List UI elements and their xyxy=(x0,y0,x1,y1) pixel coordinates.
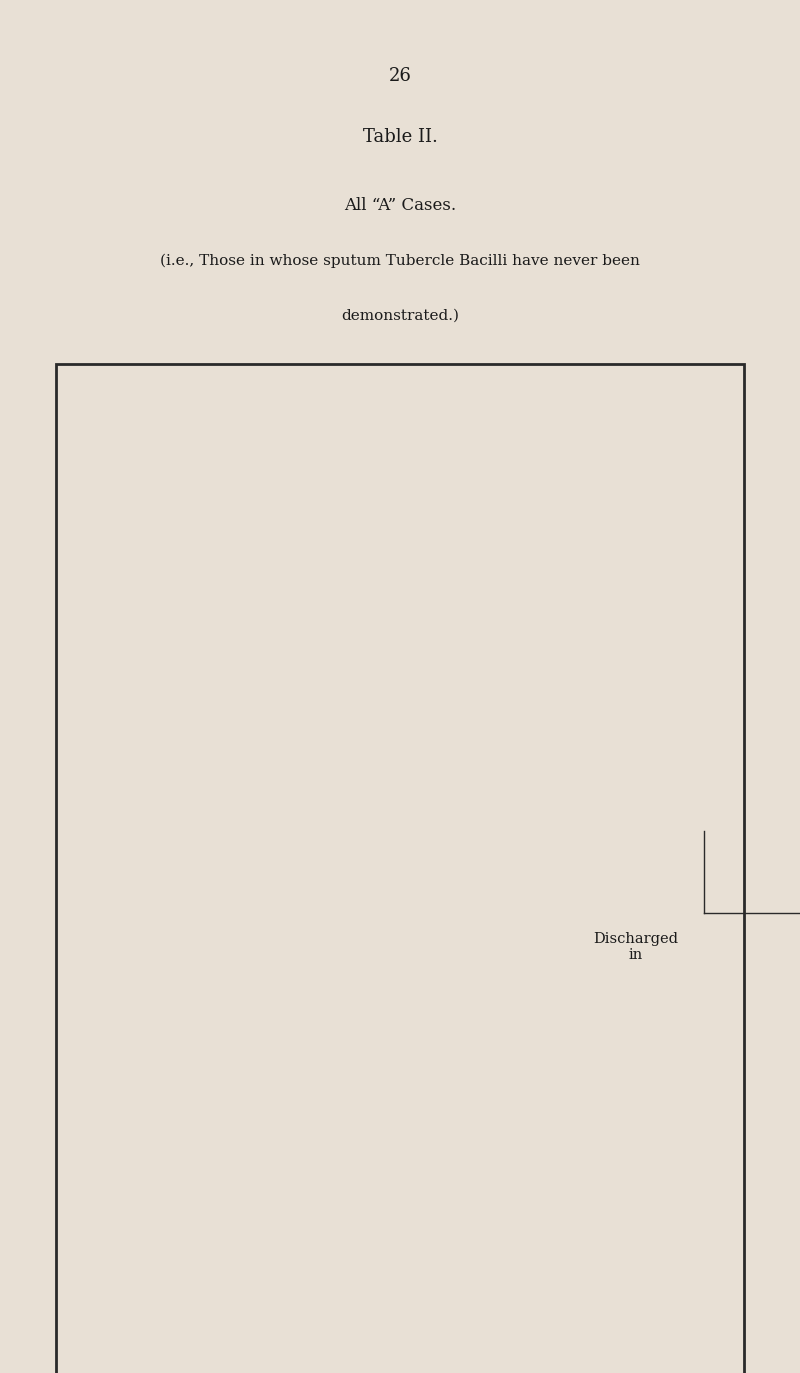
Text: 26: 26 xyxy=(389,66,411,85)
Text: Table II.: Table II. xyxy=(362,128,438,147)
Text: Discharged
in: Discharged in xyxy=(594,932,678,962)
Text: (i.e., Those in whose sputum Tubercle Bacilli have never been: (i.e., Those in whose sputum Tubercle Ba… xyxy=(160,254,640,268)
Text: All “A” Cases.: All “A” Cases. xyxy=(344,198,456,214)
Text: demonstrated.): demonstrated.) xyxy=(341,309,459,323)
